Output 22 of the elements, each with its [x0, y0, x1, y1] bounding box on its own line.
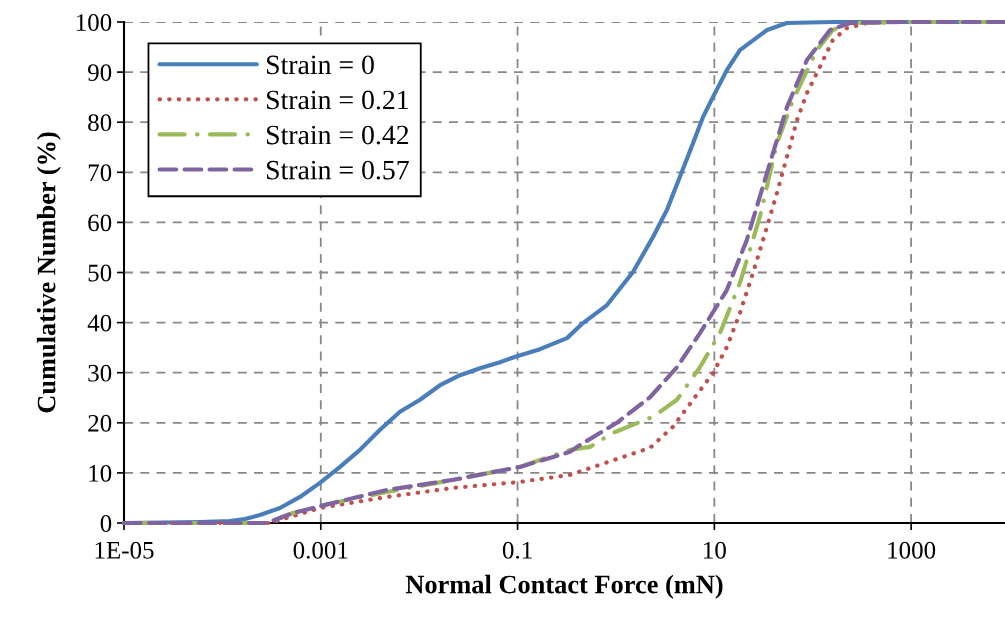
legend-label: Strain = 0 — [266, 55, 374, 75]
y-tick-label: 40 — [87, 314, 112, 332]
y-tick-label: 50 — [88, 264, 112, 282]
legend-label: Strain = 0.42 — [266, 125, 409, 145]
y-tick-label: 80 — [88, 114, 112, 132]
x-tick-label: 1000 — [888, 541, 936, 559]
y-tick-label: 100 — [76, 14, 112, 31]
y-tick-label: 0 — [100, 515, 112, 532]
y-tick-label: 70 — [88, 164, 112, 182]
x-tick-label: 1E-05 — [95, 541, 154, 559]
x-tick-label: 0.1 — [502, 541, 532, 559]
y-axis-title: Cumulative Number (%) — [36, 132, 61, 413]
y-tick-label: 10 — [89, 464, 112, 482]
x-tick-label: 0.001 — [293, 541, 348, 559]
y-tick-label: 20 — [88, 414, 112, 432]
x-axis-title: Normal Contact Force (mN) — [405, 574, 723, 599]
y-tick-label: 90 — [88, 64, 112, 82]
x-tick-label: 10 — [704, 541, 726, 559]
y-tick-label: 60 — [88, 214, 112, 232]
legend-label: Strain = 0.57 — [266, 160, 409, 180]
legend-label: Strain = 0.21 — [266, 90, 408, 110]
y-tick-label: 30 — [88, 364, 112, 382]
